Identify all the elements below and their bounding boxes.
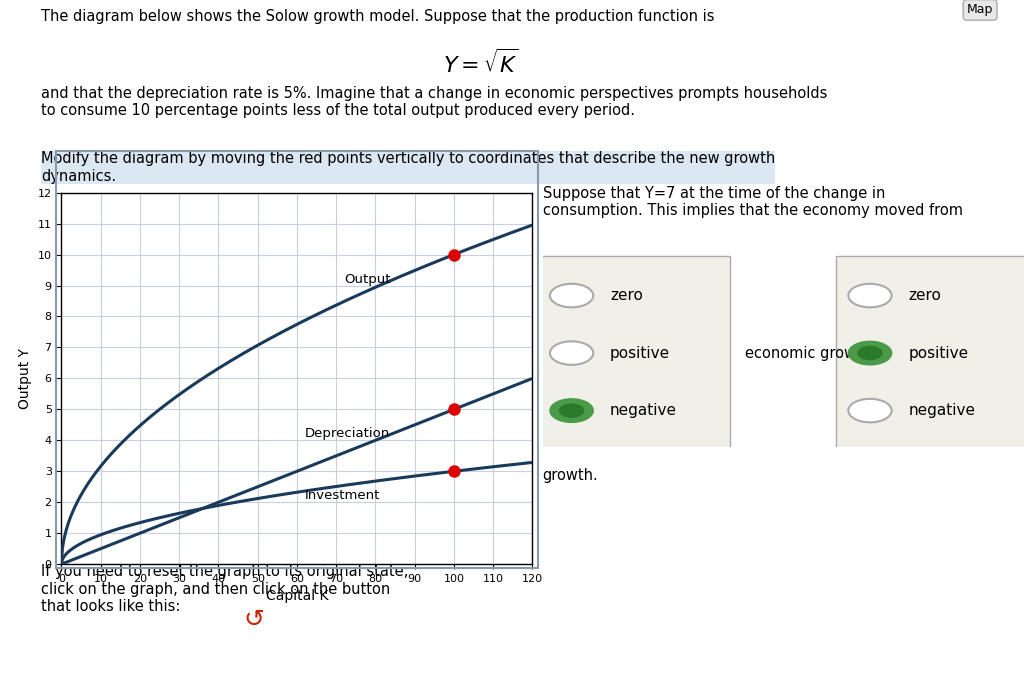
Text: If you need to reset the graph to its original state,
click on the graph, and th: If you need to reset the graph to its or… — [41, 564, 409, 614]
X-axis label: Capital K: Capital K — [265, 590, 329, 603]
Text: growth.: growth. — [543, 468, 598, 483]
Text: $\mathit{Y}= \sqrt{\mathit{K}}$: $\mathit{Y}= \sqrt{\mathit{K}}$ — [443, 48, 519, 76]
Text: negative: negative — [610, 403, 677, 418]
Text: and that the depreciation rate is 5%. Imagine that a change in economic perspect: and that the depreciation rate is 5%. Im… — [41, 86, 827, 118]
Circle shape — [559, 404, 584, 417]
Text: Output: Output — [344, 272, 390, 286]
Circle shape — [858, 347, 882, 360]
FancyBboxPatch shape — [837, 257, 1024, 450]
Text: zero: zero — [908, 288, 941, 303]
Circle shape — [550, 283, 593, 308]
Circle shape — [848, 341, 892, 365]
Text: Investment: Investment — [305, 489, 380, 502]
Text: The diagram below shows the Solow growth model. Suppose that the production func: The diagram below shows the Solow growth… — [41, 9, 715, 23]
Text: Map: Map — [967, 3, 993, 17]
Y-axis label: Output Y: Output Y — [18, 348, 32, 409]
Text: Suppose that Y=7 at the time of the change in
consumption. This implies that the: Suppose that Y=7 at the time of the chan… — [543, 186, 963, 218]
Text: negative: negative — [908, 403, 976, 418]
FancyBboxPatch shape — [538, 257, 730, 450]
Text: economic growth to: economic growth to — [744, 345, 890, 361]
Text: ↺: ↺ — [244, 608, 264, 632]
Circle shape — [848, 283, 892, 308]
Circle shape — [848, 399, 892, 422]
Text: positive: positive — [908, 345, 969, 361]
Text: zero: zero — [610, 288, 643, 303]
Text: Modify the diagram by moving the red points vertically to coordinates that descr: Modify the diagram by moving the red poi… — [41, 151, 775, 184]
Text: Depreciation: Depreciation — [305, 427, 390, 440]
Text: positive: positive — [610, 345, 671, 361]
Circle shape — [550, 399, 593, 422]
Circle shape — [550, 341, 593, 365]
